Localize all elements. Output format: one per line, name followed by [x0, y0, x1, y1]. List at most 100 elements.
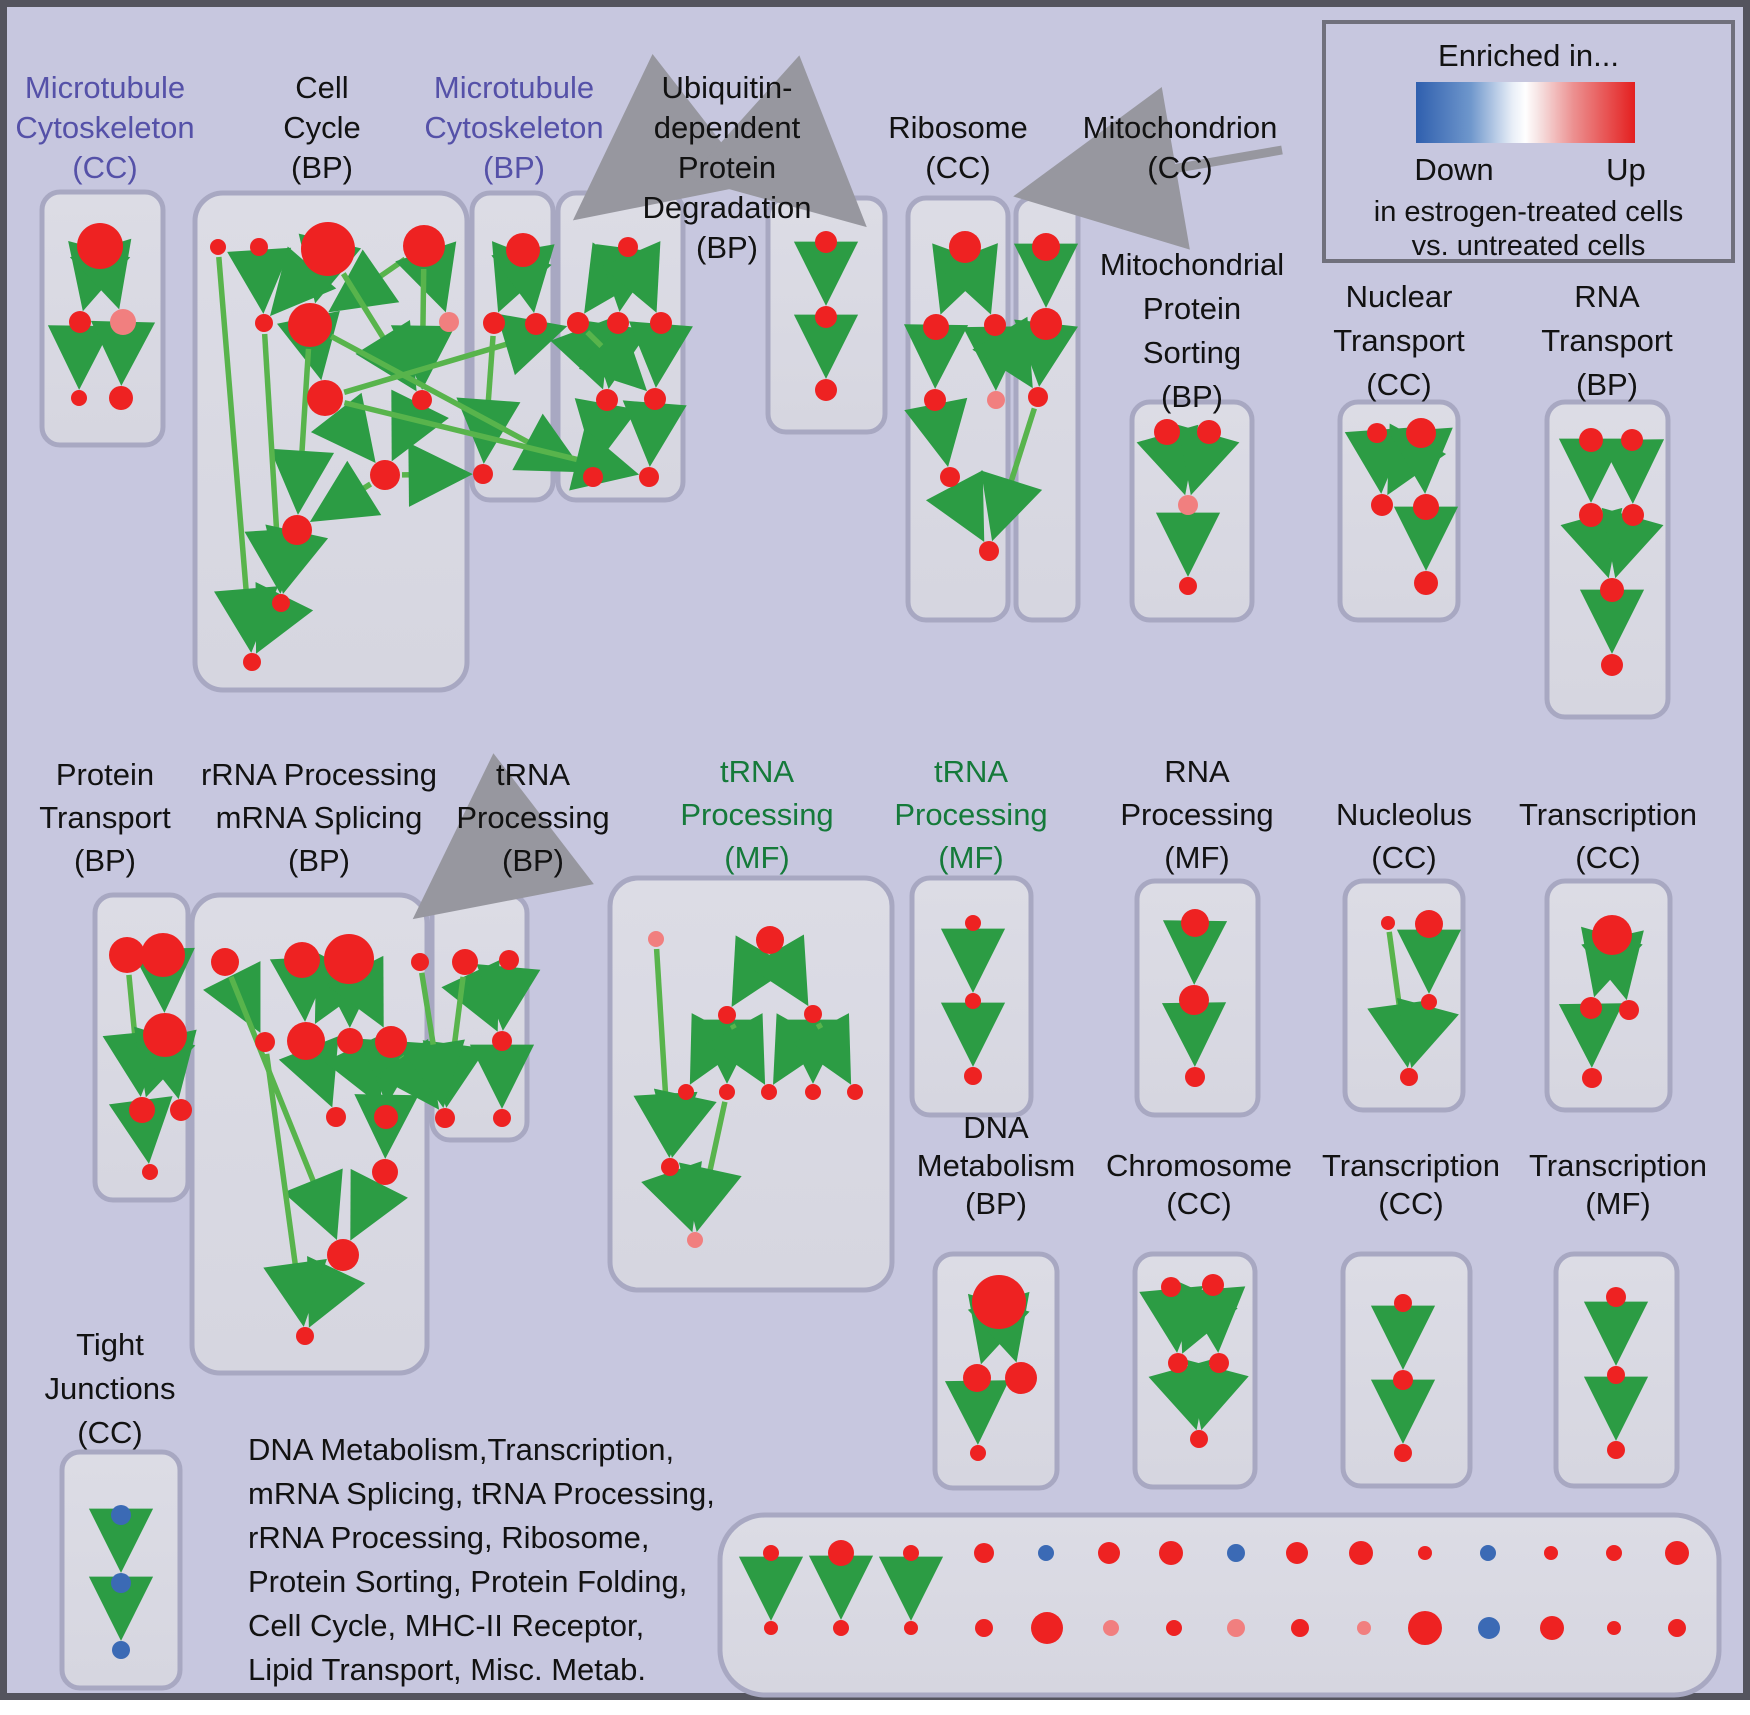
chromosome-box — [1132, 1251, 1258, 1490]
ubiquitin-degradation-a-label: (BP) — [696, 230, 758, 265]
nuclear-transport-box — [1337, 399, 1461, 623]
dna-metabolism-label: (BP) — [965, 1186, 1027, 1221]
trna-processing-mf-1-node-5 — [719, 1084, 735, 1100]
cross-edge — [343, 400, 640, 491]
band-top-node-2 — [903, 1545, 919, 1561]
ubiquitin-right-arrow — [688, 55, 867, 228]
ribosome-edge — [904, 397, 968, 468]
cell-cycle-edge — [310, 392, 376, 464]
band-top-node-8 — [1286, 1542, 1308, 1564]
chromosome-node-2 — [1168, 1353, 1188, 1373]
nuclear-transport-label: Transport — [1333, 323, 1465, 358]
trna-processing-mf-1-node-6 — [761, 1084, 777, 1100]
ubiquitin-degradation-b-node-1 — [815, 306, 837, 328]
microtubule-cc-node-1 — [69, 311, 91, 333]
trna-processing-mf-2-node-1 — [965, 993, 981, 1009]
cell-cycle-edge — [328, 249, 407, 313]
chromosome-edge — [1186, 1359, 1249, 1431]
transcription-mf-node-0 — [1606, 1287, 1626, 1307]
trna-processing-bp-label: tRNA — [495, 757, 571, 792]
trna-processing-bp-label: (BP) — [502, 843, 564, 878]
band-bottom-node-8 — [1291, 1619, 1309, 1637]
dna-metabolism-label: DNA — [963, 1110, 1029, 1145]
mitochondrion-label: (CC) — [1147, 150, 1213, 185]
microtubule-bp-label: Microtubule — [433, 70, 595, 105]
dna-metabolism-node-0 — [972, 1275, 1026, 1329]
band-bottom-node-12 — [1540, 1616, 1564, 1640]
cell-cycle-edge — [390, 268, 456, 390]
nuclear-transport-node-4 — [1414, 571, 1438, 595]
rrna-processing-mrna-splicing-edge — [359, 1038, 424, 1105]
trna-processing-bp-node-3 — [435, 1108, 455, 1128]
ubiquitin-degradation-a-node-3 — [650, 312, 672, 334]
protein-transport-edge — [130, 947, 195, 1013]
legend: Enriched in... Down Up in estrogen-treat… — [1322, 20, 1735, 263]
cell-cycle-node-7 — [307, 380, 343, 416]
transcription-cc-row3-label: Transcription — [1321, 1148, 1501, 1183]
cell-cycle-label: Cell — [295, 70, 349, 105]
nuclear-transport-node-3 — [1413, 494, 1439, 520]
transcription-mf-node-2 — [1607, 1441, 1625, 1459]
band-bottom-node-1 — [833, 1620, 849, 1636]
band-top-node-1 — [828, 1540, 854, 1566]
dna-metabolism-edge — [944, 1380, 1010, 1445]
transcription-cc-row3-node-2 — [1394, 1444, 1412, 1462]
nucleolus-label: Nucleolus — [1335, 797, 1473, 832]
band-bottom-node-3 — [975, 1619, 993, 1637]
nucleolus-node-0 — [1381, 916, 1395, 930]
nucleolus-edge — [1396, 997, 1459, 1069]
chromosome-label: Chromosome — [1105, 1148, 1293, 1183]
tight-junctions-node-0 — [111, 1505, 131, 1525]
cross-edge — [401, 972, 465, 1108]
chromosome-node-1 — [1202, 1274, 1224, 1296]
transcription-mf-label: (MF) — [1585, 1186, 1651, 1221]
chromosome-edge — [1181, 1286, 1246, 1353]
trna-processing-mf-1-node-4 — [678, 1084, 694, 1100]
nuclear-transport-edge — [1344, 427, 1409, 494]
mitochondrion-label: Mitochondrion — [1082, 110, 1278, 145]
microtubule-cc-label: Cytoskeleton — [15, 110, 195, 145]
transcription-cc-row2-label: (CC) — [1575, 840, 1641, 875]
ubiquitin-degradation-a-label: Protein — [677, 150, 777, 185]
chromosome-node-0 — [1161, 1277, 1181, 1297]
misc-groups-text-line: Lipid Transport, Misc. Metab. — [248, 1652, 646, 1687]
rrna-processing-mrna-splicing-node-7 — [375, 1026, 407, 1058]
trna-processing-mf-2-node-2 — [964, 1067, 982, 1085]
rna-processing-mf-node-1 — [1179, 985, 1209, 1015]
rna-transport-node-0 — [1579, 428, 1603, 452]
misc-groups-text: DNA Metabolism,Transcription, mRNA Splici… — [248, 1428, 715, 1692]
microtubule-bp-node-0 — [506, 233, 540, 267]
ubiquitin-degradation-a-edge — [628, 321, 693, 388]
ubiquitin-degradation-b-node-2 — [815, 379, 837, 401]
rrna-processing-mrna-splicing-edge — [263, 1053, 327, 1327]
rna-transport-node-4 — [1600, 578, 1624, 602]
transcription-cc-row2-label: Transcription — [1518, 797, 1698, 832]
mitochondrial-protein-sorting-label: (BP) — [1161, 379, 1223, 414]
ribosome-node-1 — [923, 314, 949, 340]
transcription-cc-row3-node-0 — [1394, 1294, 1412, 1312]
trna-processing-mf-1-label: tRNA — [719, 754, 795, 789]
band-bottom-node-14 — [1668, 1619, 1686, 1637]
transcription-cc-row2-node-3 — [1582, 1068, 1602, 1088]
rna-processing-mf-label: Processing — [1120, 797, 1274, 832]
band-bottom-node-13 — [1607, 1621, 1621, 1635]
nucleolus-node-3 — [1400, 1068, 1418, 1086]
tight-junctions-label: Junctions — [44, 1371, 176, 1406]
ubiquitin-degradation-a-node-1 — [567, 312, 589, 334]
protein-transport-node-3 — [129, 1097, 155, 1123]
misc-band-box — [717, 1512, 1722, 1698]
band-bottom-node-9 — [1357, 1621, 1371, 1635]
band-bottom-node-2 — [904, 1621, 918, 1635]
transcription-cc-row3-node-1 — [1393, 1370, 1413, 1390]
ribosome-node-5 — [940, 467, 960, 487]
mitochondrial-protein-sorting-edge — [1177, 424, 1240, 496]
legend-up-label: Up — [1606, 152, 1646, 187]
mitochondrial-protein-sorting-node-2 — [1178, 495, 1198, 515]
trna-processing-bp-edge — [476, 964, 541, 1031]
ribosome-edge — [962, 326, 1028, 391]
cell-cycle-edge — [395, 241, 457, 313]
rna-processing-mf-node-2 — [1185, 1067, 1205, 1087]
rrna-processing-mrna-splicing-node-6 — [337, 1028, 363, 1054]
ribosome-node-2 — [984, 314, 1006, 336]
microtubule-bp-node-2 — [525, 313, 547, 335]
